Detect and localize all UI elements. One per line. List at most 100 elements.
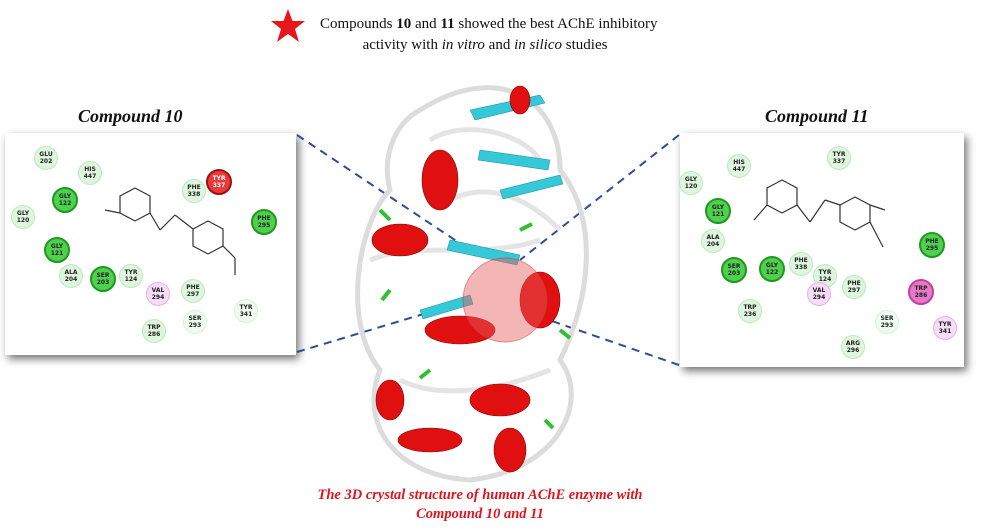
residue-his-447: HIS 447 xyxy=(727,154,751,178)
header-text: Compounds 10 and 11 showed the best AChE… xyxy=(320,14,700,56)
header-text-part: studies xyxy=(562,37,608,53)
header-text-part: Compounds xyxy=(320,16,397,32)
residue-tyr-337: TYR 337 xyxy=(206,169,232,195)
residue-phe-338: PHE 338 xyxy=(789,252,813,276)
residue-label: ALA xyxy=(706,234,720,241)
residue-label: 294 xyxy=(151,294,165,301)
residue-label: VAL xyxy=(151,287,165,294)
residue-gly-120: GLY 120 xyxy=(11,205,35,229)
binding-site-sphere xyxy=(462,257,548,343)
right-panel-title: Compound 11 xyxy=(765,106,869,126)
residue-tyr-341: TYR 341 xyxy=(234,299,258,323)
residue-label: SER xyxy=(188,315,202,322)
compound-11-structure xyxy=(753,179,886,248)
residue-label: GLY xyxy=(50,243,64,250)
residue-label: 337 xyxy=(212,182,226,189)
residue-label: TRP xyxy=(147,324,161,331)
header-text-part: and xyxy=(411,16,441,32)
header-text-part: showed the best AChE inhibitory xyxy=(454,16,658,32)
residue-gly-120: GLY 120 xyxy=(679,171,703,195)
residue-label: 293 xyxy=(880,322,894,329)
residue-gly-121: GLY 121 xyxy=(705,198,731,224)
compound-number: 11 xyxy=(440,16,455,32)
residue-gly-122: GLY 122 xyxy=(759,256,785,282)
residue-label: TRP xyxy=(914,285,928,292)
residue-label: 236 xyxy=(743,311,757,318)
residue-tyr-337: TYR 337 xyxy=(827,146,851,170)
connector-lines xyxy=(296,134,680,366)
residue-label: VAL xyxy=(812,287,826,294)
residue-label: PHE xyxy=(257,215,271,222)
residue-phe-297: PHE 297 xyxy=(842,275,866,299)
residue-tyr-341: TYR 341 xyxy=(933,316,957,340)
residue-label: 341 xyxy=(938,328,952,335)
residue-ser-203: SER 203 xyxy=(721,257,747,283)
residue-label: 202 xyxy=(39,158,53,165)
residue-phe-297: PHE 297 xyxy=(181,279,205,303)
residue-phe-295: PHE 295 xyxy=(919,232,945,258)
residue-label: PHE xyxy=(925,238,939,245)
compound-number: 10 xyxy=(396,16,412,32)
residue-arg-296: ARG 296 xyxy=(841,335,865,359)
residue-label: TYR xyxy=(818,269,832,276)
residue-phe-338: PHE 338 xyxy=(182,179,206,203)
residue-label: 447 xyxy=(732,166,746,173)
residue-tyr-124: TYR 124 xyxy=(119,264,143,288)
residue-his-447: HIS 447 xyxy=(78,161,102,185)
residue-label: SER xyxy=(880,315,894,322)
residue-label: 296 xyxy=(846,347,860,354)
right-interaction-panel xyxy=(680,133,964,367)
protein-ribbon xyxy=(355,85,589,483)
residue-label: 203 xyxy=(727,270,741,277)
residue-trp-286: TRP 286 xyxy=(142,319,166,343)
residue-label: 286 xyxy=(147,331,161,338)
residue-ala-204: ALA 204 xyxy=(701,229,725,253)
caption: The 3D crystal structure of human AChE e… xyxy=(230,486,730,524)
residue-ser-293: SER 293 xyxy=(183,310,207,334)
residue-label: 121 xyxy=(711,211,725,218)
residue-label: PHE xyxy=(847,280,861,287)
header-text-part: activity with xyxy=(362,37,442,53)
residue-label: 294 xyxy=(812,294,826,301)
residue-label: 204 xyxy=(706,241,720,248)
residue-label: TYR xyxy=(239,304,253,311)
residue-label: 121 xyxy=(50,250,64,257)
residue-label: 204 xyxy=(64,276,78,283)
residue-label: TRP xyxy=(743,304,757,311)
residue-label: ARG xyxy=(845,340,861,347)
residue-trp-286: TRP 286 xyxy=(908,279,934,305)
residue-label: 286 xyxy=(914,292,928,299)
residue-label: 122 xyxy=(765,269,779,276)
residue-label: 295 xyxy=(925,245,939,252)
caption-line-2: Compound 10 and 11 xyxy=(416,506,544,522)
residue-label: GLY xyxy=(684,176,698,183)
residue-label: 124 xyxy=(818,276,832,283)
residue-label: 447 xyxy=(83,173,97,180)
residue-phe-295: PHE 295 xyxy=(251,209,277,235)
caption-line-1: The 3D crystal structure of human AChE e… xyxy=(317,487,643,503)
residue-label: TYR xyxy=(832,151,846,158)
residue-label: 203 xyxy=(96,279,110,286)
residue-label: 293 xyxy=(188,322,202,329)
residue-ser-203: SER 203 xyxy=(90,266,116,292)
residue-label: GLY xyxy=(711,204,725,211)
residue-label: 341 xyxy=(239,311,253,318)
residue-label: TYR xyxy=(124,269,138,276)
residue-trp-236: TRP 236 xyxy=(738,299,762,323)
residue-label: TYR xyxy=(212,175,226,182)
residue-label: TYR xyxy=(938,321,952,328)
compound-10-structure xyxy=(104,187,236,275)
residue-label: HIS xyxy=(84,166,96,173)
residue-label: GLY xyxy=(16,210,30,217)
residue-label: SER xyxy=(96,272,110,279)
residue-label: 120 xyxy=(684,183,698,190)
residue-label: ALA xyxy=(64,269,78,276)
residue-label: 122 xyxy=(58,200,72,207)
residue-glu-202: GLU 202 xyxy=(34,146,58,170)
residue-label: 297 xyxy=(186,291,200,298)
residue-label: GLU xyxy=(39,151,53,158)
residue-val-294: VAL 294 xyxy=(807,282,831,306)
residue-label: HIS xyxy=(733,159,745,166)
